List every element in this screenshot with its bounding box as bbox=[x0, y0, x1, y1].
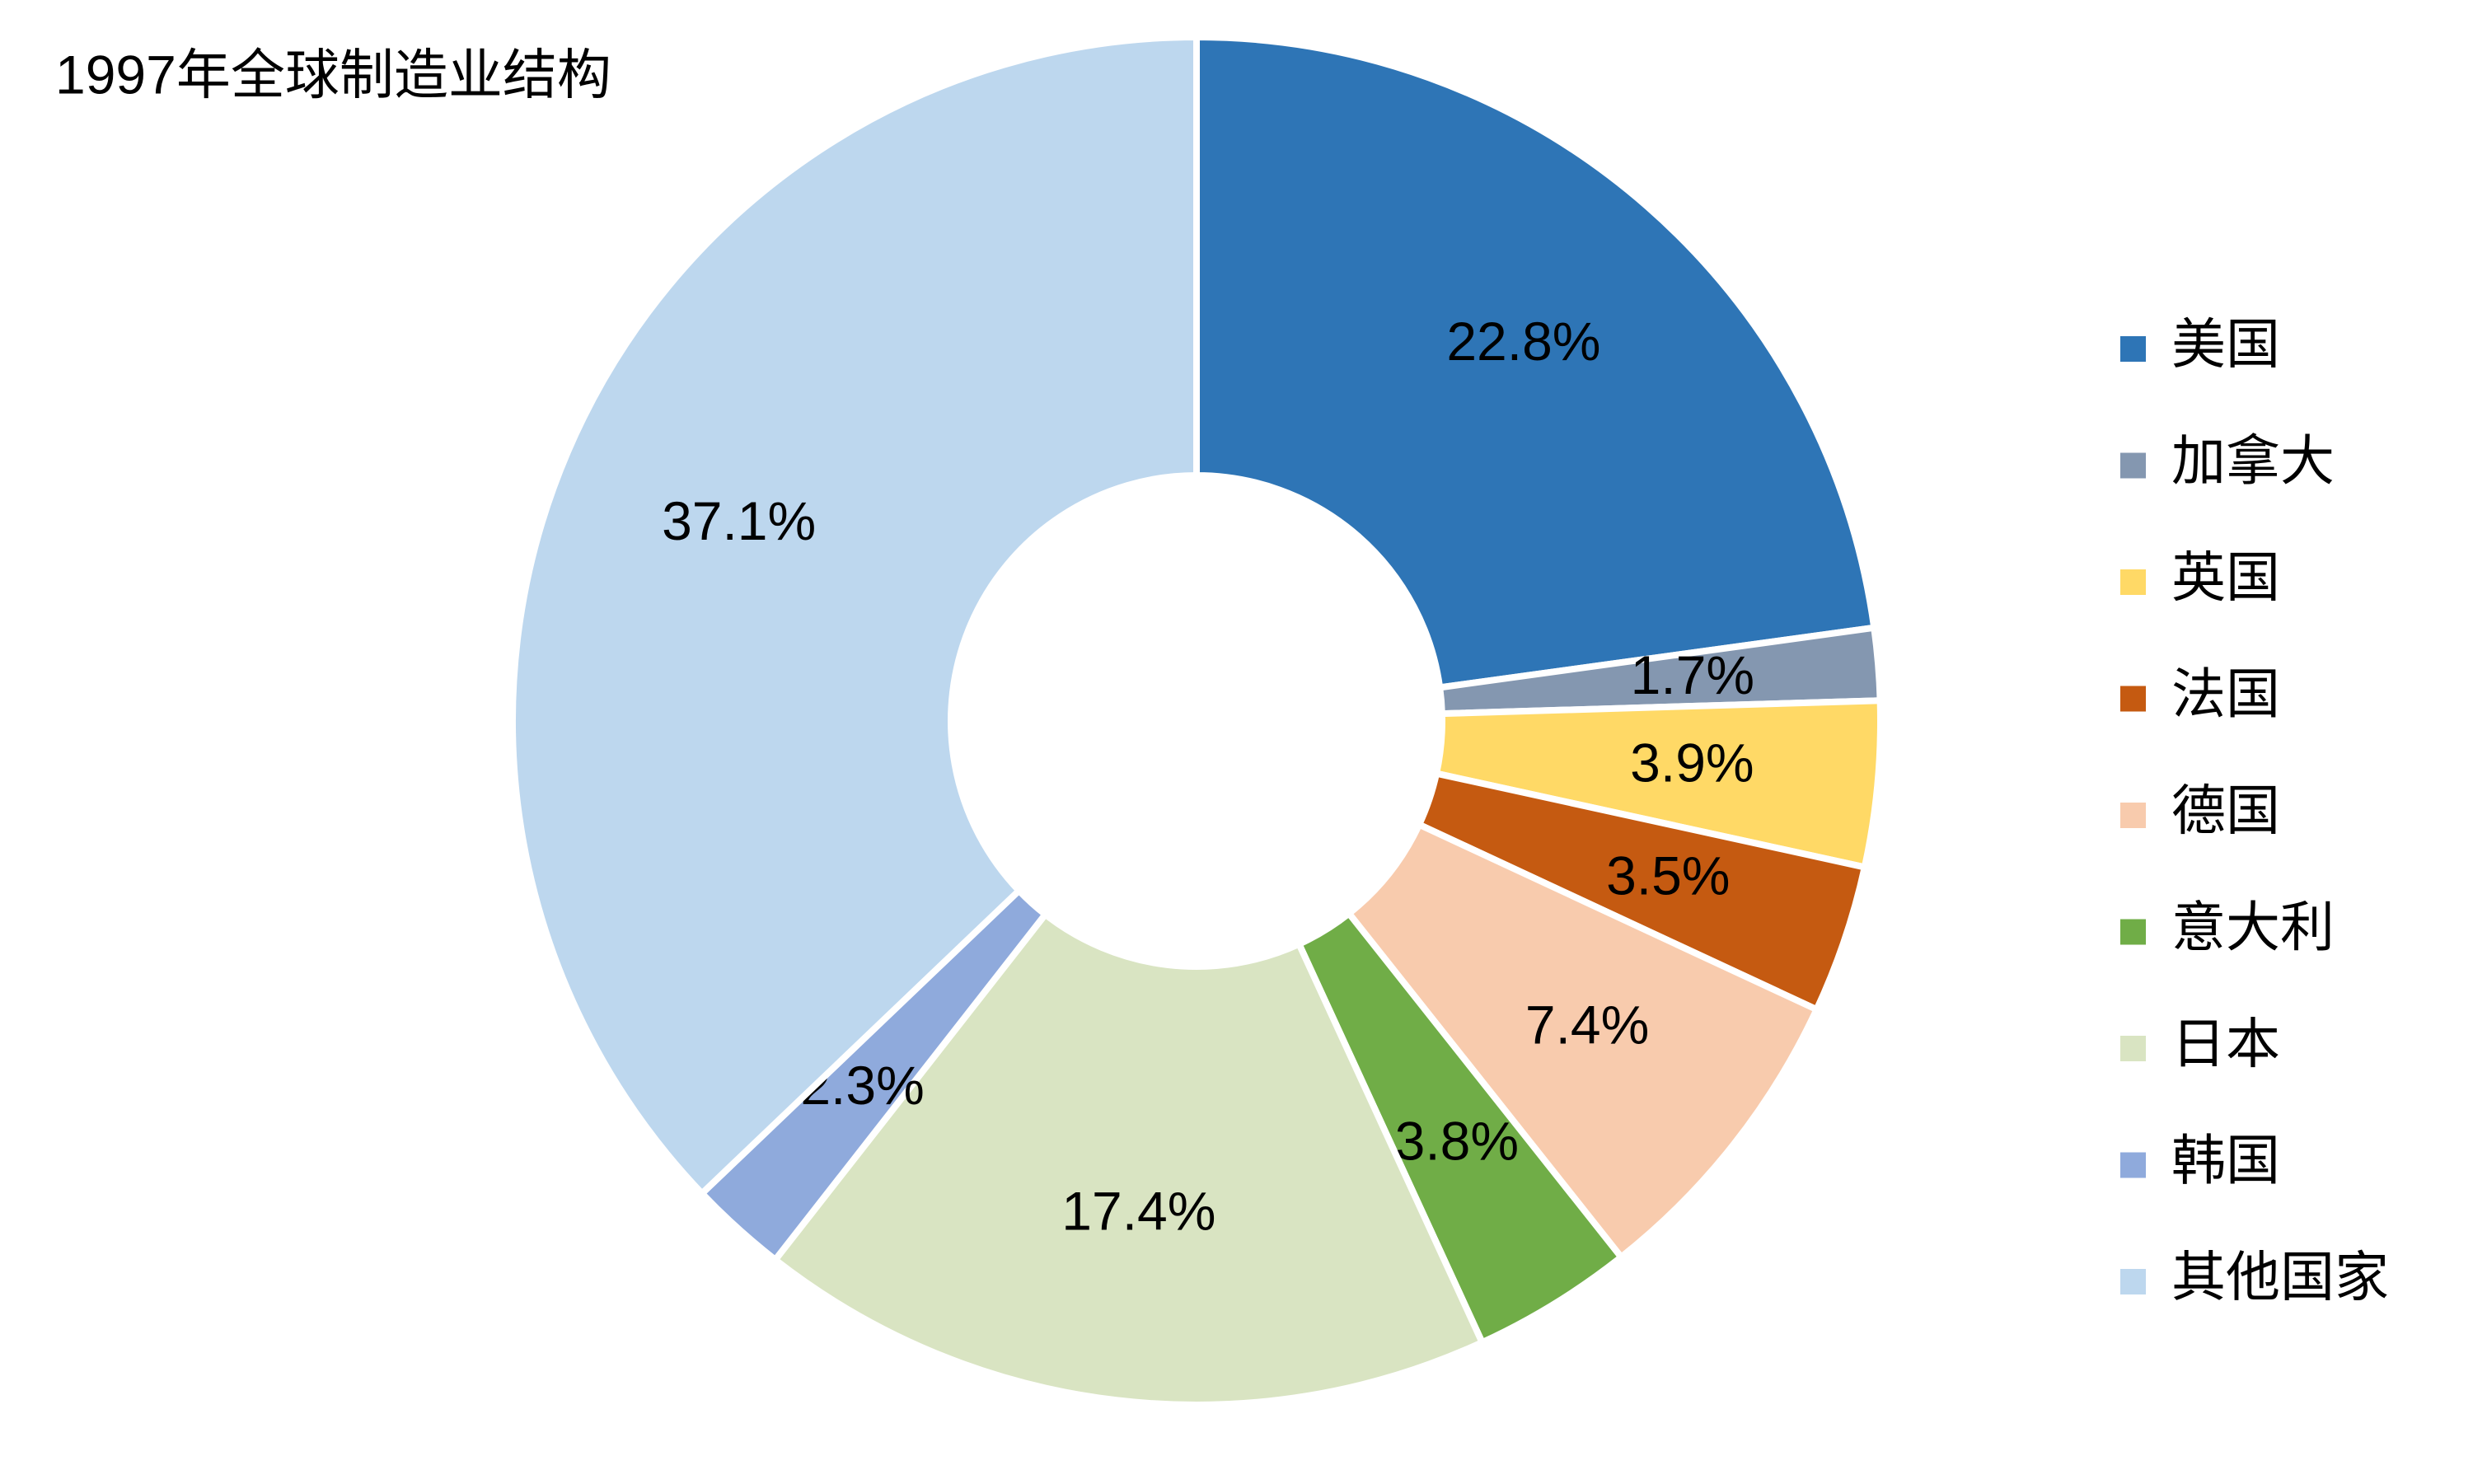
legend-swatch bbox=[2120, 686, 2146, 712]
legend-label: 日本 bbox=[2171, 1013, 2280, 1074]
donut-slice bbox=[509, 33, 1200, 1199]
legend-label: 意大利 bbox=[2171, 896, 2335, 957]
legend-swatch bbox=[2120, 452, 2146, 479]
legend-label: 加拿大 bbox=[2171, 430, 2335, 491]
data-label: 7.4% bbox=[1525, 995, 1649, 1056]
data-label: 22.8% bbox=[1446, 311, 1600, 372]
legend-label: 其他国家 bbox=[2171, 1246, 2389, 1307]
data-label: 1.7% bbox=[1631, 644, 1754, 705]
legend-label: 美国 bbox=[2171, 313, 2280, 374]
legend-swatch bbox=[2120, 919, 2146, 945]
legend-swatch bbox=[2120, 1269, 2146, 1294]
data-label: 17.4% bbox=[1061, 1180, 1215, 1241]
legend-swatch bbox=[2120, 569, 2146, 595]
legend-label: 法国 bbox=[2171, 663, 2280, 724]
legend-swatch bbox=[2120, 336, 2146, 362]
legend-swatch bbox=[2120, 803, 2146, 828]
data-label: 3.5% bbox=[1606, 845, 1730, 906]
data-label: 3.8% bbox=[1395, 1110, 1519, 1171]
chart-title: 1997年全球制造业结构 bbox=[55, 44, 611, 105]
legend-label: 德国 bbox=[2171, 779, 2280, 840]
data-label: 3.9% bbox=[1630, 732, 1754, 793]
legend-swatch bbox=[2120, 1036, 2146, 1061]
legend-swatch bbox=[2120, 1152, 2146, 1178]
legend-label: 韩国 bbox=[2171, 1130, 2280, 1191]
data-label: 37.1% bbox=[662, 490, 816, 551]
legend-label: 英国 bbox=[2171, 546, 2280, 607]
donut-slice bbox=[1344, 820, 1821, 1262]
donut-slice bbox=[1193, 33, 1878, 691]
